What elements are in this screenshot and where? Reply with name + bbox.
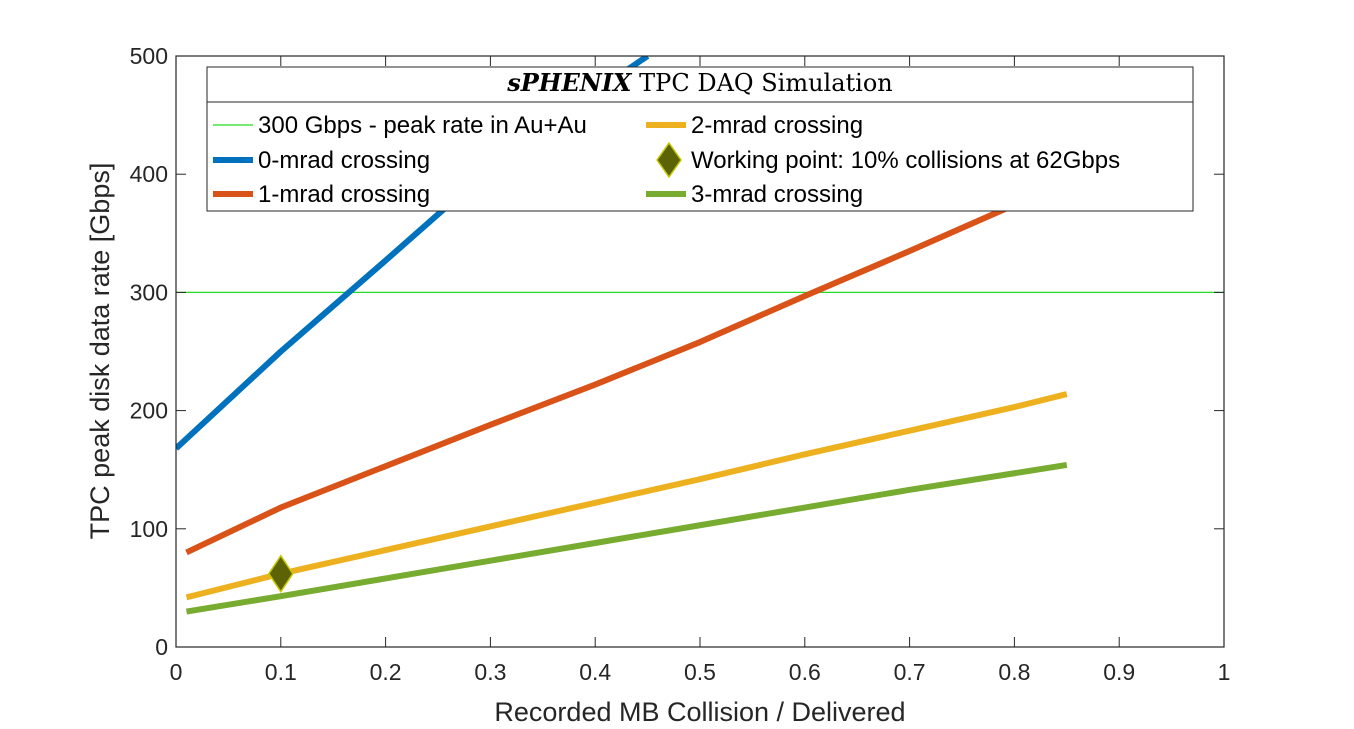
- series-line-1-mrad-crossing: [185, 182, 1068, 556]
- x-axis-label: Recorded MB Collision / Delivered: [494, 697, 905, 727]
- y-tick-label: 500: [130, 43, 168, 69]
- x-tick-label: 0.6: [789, 659, 821, 685]
- x-tick-label: 0.4: [579, 659, 611, 685]
- y-tick-label: 100: [130, 516, 168, 542]
- x-tick-label: 0: [170, 659, 183, 685]
- x-tick-label: 0.1: [265, 659, 297, 685]
- y-axis-label: TPC peak disk data rate [Gbps]: [85, 163, 115, 540]
- x-tick-label: 0.9: [1103, 659, 1135, 685]
- series-line-3-mrad-crossing: [185, 462, 1068, 615]
- x-tick-label: 0.3: [474, 659, 506, 685]
- legend-entry-label: Working point: 10% collisions at 62Gbps: [691, 147, 1120, 174]
- series-line-2-mrad-crossing: [185, 391, 1068, 601]
- legend-box: [206, 66, 1194, 212]
- x-tick-label: 1: [1218, 659, 1231, 685]
- legend-title-brand: sPHENIX: [506, 68, 633, 97]
- legend-entry-label: 1-mrad crossing: [258, 181, 430, 208]
- x-tick-label: 0.5: [684, 659, 716, 685]
- x-tick-label: 0.7: [894, 659, 926, 685]
- legend-entry-label: 2-mrad crossing: [691, 112, 863, 139]
- legend-entry-label: 300 Gbps - peak rate in Au+Au: [258, 112, 587, 139]
- x-tick-label: 0.2: [370, 659, 402, 685]
- legend: sPHENIX TPC DAQ Simulation 300 Gbps - pe…: [206, 66, 1194, 212]
- working-point-marker: [267, 554, 294, 594]
- y-tick-label: 300: [130, 279, 168, 305]
- legend-title: sPHENIX TPC DAQ Simulation: [506, 68, 893, 97]
- x-tick-label: 0.8: [998, 659, 1030, 685]
- legend-title-rest: TPC DAQ Simulation: [632, 69, 893, 97]
- y-tick-label: 0: [155, 634, 168, 660]
- y-tick-label: 400: [130, 161, 168, 187]
- legend-entry-label: 0-mrad crossing: [258, 147, 430, 174]
- legend-entry-label: 3-mrad crossing: [691, 181, 863, 208]
- legend-working-point-icon: [656, 141, 682, 179]
- y-tick-label: 200: [130, 398, 168, 424]
